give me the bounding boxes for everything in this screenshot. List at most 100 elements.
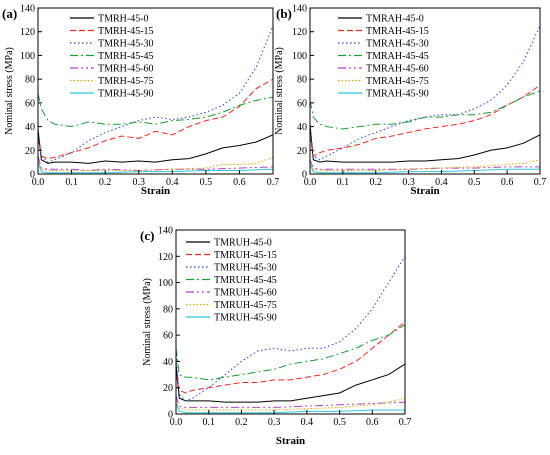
series-line-a-1 [38, 78, 273, 160]
legend-label-b-6: TMRAH-45-90 [366, 89, 429, 100]
chart-panel-c: 0.0 0.1 0.2 0.3 0.4 0.5 0.6 0.7 0 20 40 60 80 100 120 1… [140, 226, 411, 448]
series-line-c-2 [176, 256, 405, 402]
legend-label-c-4: TMRUH-45-60 [214, 288, 277, 299]
legend-label-a-4: TMRH-45-60 [98, 64, 154, 75]
legend-label-c-0: TMRUH-45-0 [214, 238, 272, 249]
x-tick-label-a-7: 0.7 [267, 177, 280, 188]
y-tick-label-a-1: 20 [25, 146, 35, 157]
y-tick-label-a-3: 60 [25, 98, 35, 109]
y-tick-label-a-5: 100 [20, 51, 35, 62]
x-tick-label-c-0: 0.0 [170, 417, 183, 428]
x-tick-label-b-0: 0.0 [304, 177, 317, 188]
legend-label-c-1: TMRUH-45-15 [214, 250, 277, 261]
x-axis-label-a: Strain [141, 185, 170, 197]
x-axis-label-b: Strain [410, 185, 439, 197]
series-line-b-3 [310, 90, 540, 130]
legend-label-c-6: TMRUH-45-90 [214, 313, 277, 324]
x-tick-label-c-6: 0.6 [366, 417, 379, 428]
series-line-a-5 [38, 156, 273, 171]
series-line-c-3 [176, 324, 405, 381]
y-tick-label-c-1: 20 [163, 383, 173, 394]
plot-frame-c [175, 229, 406, 415]
y-tick-label-c-2: 40 [163, 357, 173, 368]
y-tick-label-b-7: 140 [292, 4, 307, 15]
y-tick-label-b-0: 0 [302, 170, 307, 181]
y-tick-label-c-3: 60 [163, 331, 173, 342]
y-axis-label-c: Nominal stress (MPa) [142, 278, 153, 366]
y-tick-label-a-7: 140 [20, 4, 35, 15]
x-tick-label-a-2: 0.2 [99, 177, 112, 188]
x-tick-label-b-4: 0.4 [435, 177, 448, 188]
legend-label-c-5: TMRUH-45-75 [214, 300, 277, 311]
y-tick-label-b-5: 100 [292, 51, 307, 62]
x-tick-label-a-4: 0.4 [166, 177, 179, 188]
x-tick-label-c-3: 0.3 [268, 417, 281, 428]
legend-label-a-0: TMRH-45-0 [98, 14, 149, 25]
x-tick-label-a-0: 0.0 [32, 177, 45, 188]
y-tick-label-b-4: 80 [297, 75, 307, 86]
y-tick-label-c-6: 120 [158, 252, 173, 263]
y-tick-label-c-0: 0 [168, 410, 173, 421]
x-axis-label-c: Strain [276, 435, 305, 447]
y-axis-label-b: Nominal stress (MPa) [274, 47, 285, 135]
y-tick-label-a-4: 80 [25, 75, 35, 86]
series-line-a-0 [38, 128, 273, 164]
x-tick-label-a-3: 0.3 [132, 177, 145, 188]
legend-label-c-2: TMRUH-45-30 [214, 263, 277, 274]
plot-frame-a [37, 7, 274, 175]
x-tick-label-b-7: 0.7 [534, 177, 547, 188]
y-tick-label-b-6: 120 [292, 27, 307, 38]
x-tick-label-b-5: 0.5 [468, 177, 481, 188]
series-line-a-3 [38, 93, 273, 128]
y-tick-label-c-5: 100 [158, 278, 173, 289]
y-tick-label-b-3: 60 [297, 98, 307, 109]
legend-label-b-2: TMRAH-45-30 [366, 39, 429, 50]
legend-label-a-1: TMRH-45-15 [98, 26, 154, 37]
y-tick-label-b-1: 20 [297, 146, 307, 157]
y-tick-label-b-2: 40 [297, 122, 307, 133]
chart-panel-a: 0.0 0.1 0.2 0.3 0.4 0.5 0.6 0.7 0 20 40 60 80 100 120 1… [2, 4, 279, 198]
x-tick-label-b-1: 0.1 [337, 177, 350, 188]
legend-label-a-3: TMRH-45-45 [98, 51, 154, 62]
legend-label-b-5: TMRAH-45-75 [366, 76, 429, 87]
x-tick-label-a-1: 0.1 [65, 177, 78, 188]
panel-label-a: (a) [2, 6, 17, 21]
series-line-c-4 [176, 395, 405, 408]
x-tick-label-a-5: 0.5 [200, 177, 213, 188]
x-tick-label-c-4: 0.4 [301, 417, 314, 428]
legend-label-b-0: TMRAH-45-0 [366, 14, 424, 25]
chart-panel-b: 0.0 0.1 0.2 0.3 0.4 0.5 0.6 0.7 0 20 40 60 80 100 120 1… [274, 4, 546, 198]
x-tick-label-b-3: 0.3 [402, 177, 415, 188]
series-line-c-5 [176, 397, 405, 411]
series-line-a-4 [38, 156, 273, 171]
y-axis-label-a: Nominal stress (MPa) [4, 47, 15, 135]
series-line-b-0 [310, 124, 540, 163]
legend-label-a-5: TMRH-45-75 [98, 76, 154, 87]
y-tick-label-a-0: 0 [30, 170, 35, 181]
series-line-c-1 [176, 321, 405, 394]
plot-frame-b [309, 7, 541, 175]
x-tick-label-c-2: 0.2 [235, 417, 248, 428]
legend-label-a-6: TMRH-45-90 [98, 89, 154, 100]
x-tick-label-b-2: 0.2 [369, 177, 382, 188]
series-line-a-2 [38, 25, 273, 163]
series-line-c-0 [176, 363, 405, 403]
legend-label-b-1: TMRAH-45-15 [366, 26, 429, 37]
panel-label-b: (b) [276, 6, 292, 21]
y-tick-label-a-2: 40 [25, 122, 35, 133]
x-tick-label-b-6: 0.6 [501, 177, 514, 188]
panel-label-c: (c) [140, 228, 154, 243]
x-tick-label-c-5: 0.5 [333, 417, 346, 428]
series-line-b-5 [310, 159, 540, 171]
series-line-b-1 [310, 84, 540, 157]
y-tick-label-c-7: 140 [158, 226, 173, 237]
legend-label-b-3: TMRAH-45-45 [366, 51, 429, 62]
legend-label-a-2: TMRH-45-30 [98, 39, 154, 50]
y-tick-label-a-6: 120 [20, 27, 35, 38]
legend-label-b-4: TMRAH-45-60 [366, 64, 429, 75]
legend-label-c-3: TMRUH-45-45 [214, 275, 277, 286]
x-tick-label-c-7: 0.7 [399, 417, 412, 428]
x-tick-label-a-6: 0.6 [233, 177, 246, 188]
